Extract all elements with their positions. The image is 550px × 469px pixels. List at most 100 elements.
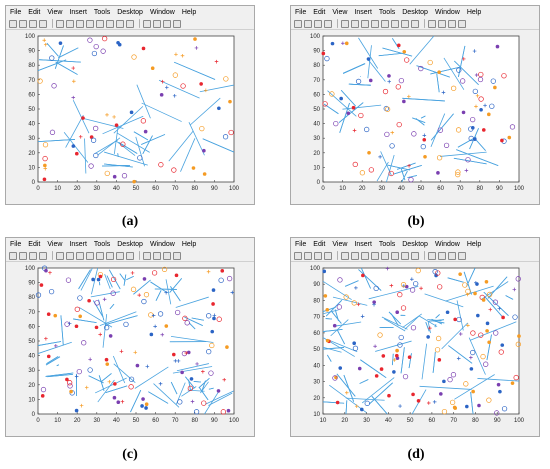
arrow-pointer-icon[interactable] (341, 19, 349, 28)
open-folder-icon[interactable] (19, 251, 27, 260)
menu-desktop[interactable]: Desktop (402, 240, 428, 248)
plot-tools-icon[interactable] (173, 19, 181, 28)
menu-tools[interactable]: Tools (378, 240, 396, 248)
menu-window[interactable]: Window (149, 240, 175, 248)
menu-view[interactable]: View (47, 240, 63, 248)
marker-dot (434, 273, 438, 278)
new-file-icon[interactable] (9, 19, 17, 28)
save-icon[interactable] (29, 251, 37, 260)
menu-edit[interactable]: Edit (313, 8, 326, 16)
zoom-out-icon[interactable] (361, 19, 369, 28)
rotate-3d-icon[interactable] (96, 19, 104, 28)
grid-icon[interactable] (448, 19, 456, 28)
legend-icon[interactable] (153, 251, 161, 260)
brush-icon[interactable] (401, 19, 409, 28)
open-folder-icon[interactable] (304, 19, 312, 28)
menu-edit[interactable]: Edit (28, 240, 41, 248)
zoom-in-icon[interactable] (66, 19, 74, 28)
pan-hand-icon[interactable] (371, 251, 379, 260)
zoom-out-icon[interactable] (76, 251, 84, 260)
menu-file[interactable]: File (10, 8, 22, 16)
menu-help[interactable]: Help (181, 8, 197, 16)
colorbar-icon[interactable] (428, 251, 436, 260)
plot-tools-icon[interactable] (458, 19, 466, 28)
pan-hand-icon[interactable] (86, 19, 94, 28)
zoom-out-icon[interactable] (76, 19, 84, 28)
grid-icon[interactable] (448, 251, 456, 260)
menu-tools[interactable]: Tools (378, 8, 396, 16)
plot-tools-icon[interactable] (458, 251, 466, 260)
link-icon[interactable] (411, 251, 419, 260)
menu-file[interactable]: File (10, 240, 22, 248)
menu-insert[interactable]: Insert (69, 8, 87, 16)
arrow-pointer-icon[interactable] (56, 19, 64, 28)
menu-edit[interactable]: Edit (313, 240, 326, 248)
data-cursor-icon[interactable] (391, 251, 399, 260)
colorbar-icon[interactable] (143, 19, 151, 28)
legend-icon[interactable] (153, 19, 161, 28)
new-file-icon[interactable] (294, 19, 302, 28)
menu-view[interactable]: View (332, 8, 348, 16)
new-file-icon[interactable] (294, 251, 302, 260)
menu-help[interactable]: Help (466, 240, 482, 248)
zoom-in-icon[interactable] (66, 251, 74, 260)
pan-hand-icon[interactable] (86, 251, 94, 260)
menu-view[interactable]: View (47, 8, 63, 16)
zoom-in-icon[interactable] (351, 251, 359, 260)
arrow-pointer-icon[interactable] (56, 251, 64, 260)
voronoi-edge (148, 391, 169, 404)
legend-icon[interactable] (438, 251, 446, 260)
print-icon[interactable] (39, 251, 47, 260)
brush-icon[interactable] (116, 19, 124, 28)
print-icon[interactable] (39, 19, 47, 28)
menu-file[interactable]: File (295, 240, 307, 248)
marker-circle (470, 330, 476, 336)
data-cursor-icon[interactable] (391, 19, 399, 28)
colorbar-icon[interactable] (428, 19, 436, 28)
menu-insert[interactable]: Insert (354, 8, 372, 16)
open-folder-icon[interactable] (19, 19, 27, 28)
menu-desktop[interactable]: Desktop (402, 8, 428, 16)
menu-window[interactable]: Window (434, 8, 460, 16)
legend-icon[interactable] (438, 19, 446, 28)
menu-edit[interactable]: Edit (28, 8, 41, 16)
grid-icon[interactable] (163, 19, 171, 28)
colorbar-icon[interactable] (143, 251, 151, 260)
link-icon[interactable] (126, 19, 134, 28)
menu-insert[interactable]: Insert (354, 240, 372, 248)
print-icon[interactable] (324, 251, 332, 260)
menu-help[interactable]: Help (466, 8, 482, 16)
zoom-out-icon[interactable] (361, 251, 369, 260)
rotate-3d-icon[interactable] (381, 251, 389, 260)
menu-insert[interactable]: Insert (69, 240, 87, 248)
data-cursor-icon[interactable] (106, 19, 114, 28)
marker-dot (189, 377, 194, 381)
menu-window[interactable]: Window (149, 8, 175, 16)
save-icon[interactable] (29, 19, 37, 28)
link-icon[interactable] (411, 19, 419, 28)
menu-window[interactable]: Window (434, 240, 460, 248)
pan-hand-icon[interactable] (371, 19, 379, 28)
plot-tools-icon[interactable] (173, 251, 181, 260)
open-folder-icon[interactable] (304, 251, 312, 260)
menu-view[interactable]: View (332, 240, 348, 248)
new-file-icon[interactable] (9, 251, 17, 260)
menu-tools[interactable]: Tools (93, 8, 111, 16)
zoom-in-icon[interactable] (351, 19, 359, 28)
save-icon[interactable] (314, 19, 322, 28)
arrow-pointer-icon[interactable] (341, 251, 349, 260)
data-cursor-icon[interactable] (106, 251, 114, 260)
print-icon[interactable] (324, 19, 332, 28)
menu-file[interactable]: File (295, 8, 307, 16)
rotate-3d-icon[interactable] (381, 19, 389, 28)
menu-desktop[interactable]: Desktop (117, 8, 143, 16)
link-icon[interactable] (126, 251, 134, 260)
brush-icon[interactable] (401, 251, 409, 260)
grid-icon[interactable] (163, 251, 171, 260)
save-icon[interactable] (314, 251, 322, 260)
menu-help[interactable]: Help (181, 240, 197, 248)
menu-tools[interactable]: Tools (93, 240, 111, 248)
menu-desktop[interactable]: Desktop (117, 240, 143, 248)
brush-icon[interactable] (116, 251, 124, 260)
rotate-3d-icon[interactable] (96, 251, 104, 260)
